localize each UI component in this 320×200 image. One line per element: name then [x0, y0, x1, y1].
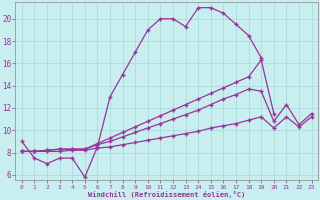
X-axis label: Windchill (Refroidissement éolien,°C): Windchill (Refroidissement éolien,°C) [88, 191, 245, 198]
